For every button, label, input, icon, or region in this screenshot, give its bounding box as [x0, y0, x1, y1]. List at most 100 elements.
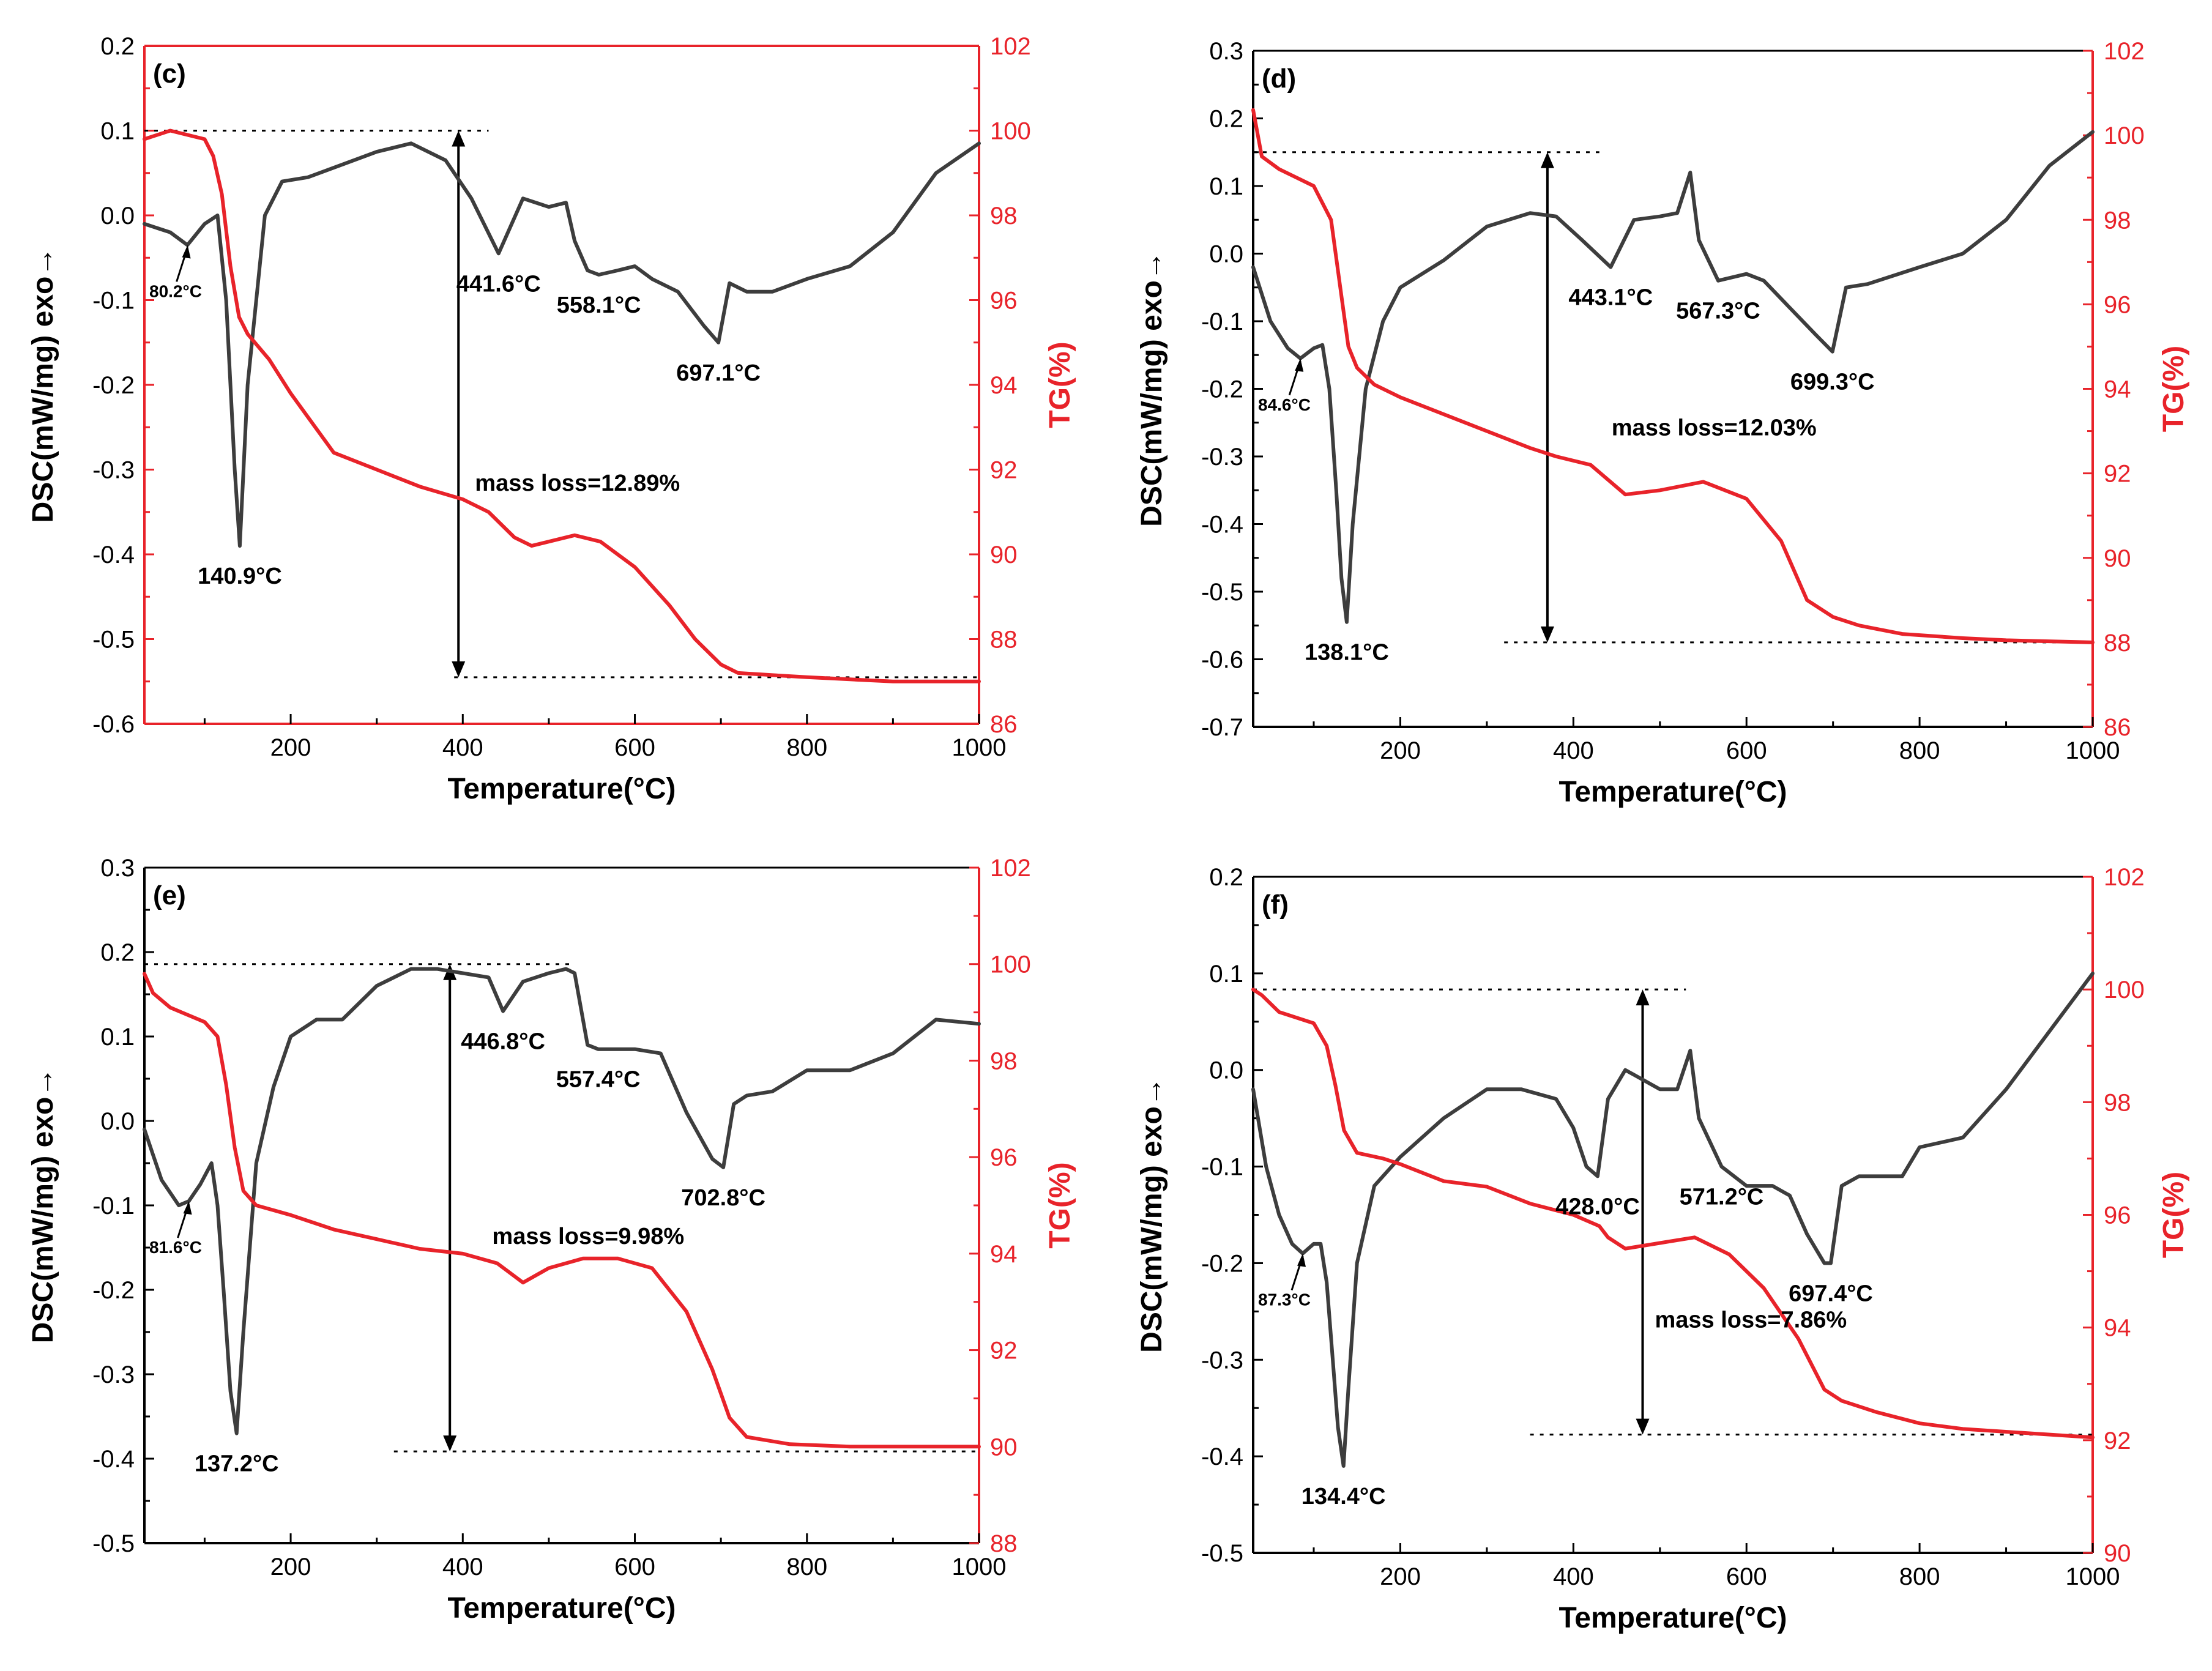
mass-loss-label: mass loss=12.89%	[475, 471, 680, 496]
y-left-tick-label: -0.3	[1201, 444, 1243, 471]
peak-label: 137.2°C	[195, 1451, 279, 1477]
y-right-tick-label: 90	[990, 541, 1018, 568]
peak-label: 699.3°C	[1790, 370, 1875, 395]
y-right-tick-label: 94	[990, 372, 1018, 399]
y-left-tick-label: 0.1	[100, 1024, 135, 1051]
y-left-tick-label: 0.3	[100, 855, 135, 882]
peak-label: 428.0°C	[1555, 1194, 1640, 1219]
y-left-tick-label: -0.2	[1201, 1250, 1243, 1277]
y-left-tick-label: -0.6	[1201, 647, 1243, 674]
y-left-tick-label: 0.0	[100, 203, 135, 229]
panel-label: (e)	[153, 880, 186, 910]
y-right-axis-title: TG(%)	[1044, 341, 1076, 428]
y-left-tick-label: 0.0	[1209, 241, 1243, 268]
y-left-tick-label: -0.4	[92, 541, 135, 568]
y-right-axis-title: TG(%)	[1044, 1162, 1076, 1248]
y-right-tick-label: 102	[990, 33, 1031, 60]
y-right-tick-label: 92	[2104, 1427, 2131, 1454]
y-right-tick-label: 88	[990, 1530, 1018, 1557]
y-left-tick-label: -0.3	[92, 1361, 135, 1388]
series-line-tg	[1251, 108, 2095, 644]
x-tick-label: 200	[270, 1554, 311, 1580]
peak-label: 557.4°C	[556, 1067, 641, 1093]
y-left-tick-label: -0.5	[92, 1530, 135, 1557]
series-line-dsc	[1251, 130, 2095, 624]
mass-loss-arrow-head-down	[1540, 626, 1554, 642]
y-right-tick-label: 102	[990, 855, 1031, 882]
y-right-tick-label: 98	[990, 1048, 1018, 1074]
y-right-tick-label: 98	[2104, 1089, 2131, 1116]
mass-loss-arrow-head-up	[1540, 152, 1554, 168]
peak-label: 441.6°C	[456, 271, 541, 297]
peak-label: 140.9°C	[198, 564, 282, 589]
y-left-tick-label: 0.2	[1209, 106, 1243, 133]
x-axis-title: Temperature(°C)	[1558, 776, 1787, 808]
x-tick-label: 400	[442, 1554, 483, 1580]
peak-label-small: 87.3°C	[1258, 1290, 1311, 1309]
y-right-tick-label: 94	[2104, 376, 2131, 403]
y-left-axis-title: DSC(mW/mg) exo→	[1136, 251, 1168, 527]
x-axis-title: Temperature(°C)	[447, 1592, 676, 1624]
peak-label-small: 81.6°C	[149, 1238, 202, 1257]
x-tick-label: 400	[442, 734, 483, 761]
y-right-tick-label: 92	[990, 1338, 1018, 1364]
mass-loss-label: mass loss=7.86%	[1655, 1308, 1847, 1333]
y-left-tick-label: 0.2	[100, 939, 135, 966]
y-right-tick-label: 88	[990, 627, 1018, 653]
x-tick-label: 200	[1380, 1563, 1421, 1590]
x-tick-label: 1000	[2066, 737, 2120, 764]
peak-label: 446.8°C	[461, 1029, 545, 1055]
y-right-tick-label: 102	[2104, 38, 2145, 65]
peak-label-small: 80.2°C	[149, 281, 202, 300]
peak-label: 697.4°C	[1789, 1281, 1873, 1306]
y-left-tick-label: -0.3	[1201, 1347, 1243, 1374]
mass-loss-arrow-head-up	[452, 130, 466, 147]
y-left-tick-label: -0.5	[92, 627, 135, 653]
y-right-tick-label: 86	[2104, 714, 2131, 741]
annotation-arrow-head	[182, 245, 191, 259]
mass-loss-arrow-head-down	[452, 661, 466, 677]
chart-panel-4: 200 400 600 800 1000 -0.5 -0.4 -0.3 -0.2 -0.1 0.0 0…	[1136, 864, 2190, 1634]
series-line-dsc	[143, 141, 981, 548]
x-tick-label: 200	[270, 734, 311, 761]
y-left-tick-label: -0.2	[92, 1277, 135, 1304]
y-right-axis-title: TG(%)	[2158, 346, 2190, 432]
y-left-tick-label: 0.1	[1209, 173, 1243, 200]
y-right-tick-label: 100	[2104, 122, 2145, 149]
peak-label: 567.3°C	[1676, 299, 1760, 324]
series-line-tg	[143, 128, 981, 683]
y-right-tick-label: 96	[990, 1144, 1018, 1171]
y-left-tick-label: -0.6	[92, 711, 135, 738]
y-left-tick-label: -0.5	[1201, 1540, 1243, 1567]
x-tick-label: 800	[786, 1554, 827, 1580]
y-right-tick-label: 96	[2104, 291, 2131, 318]
chart-panel-1: 200 400 600 800 1000 -0.6 -0.5 -0.4 -0.3 -0.2 -0.1…	[27, 33, 1076, 805]
y-left-tick-label: 0.1	[1209, 961, 1243, 988]
x-tick-label: 600	[1726, 1563, 1767, 1590]
peak-label: 134.4°C	[1302, 1484, 1386, 1509]
y-right-tick-label: 90	[2104, 545, 2131, 572]
chart-panel-2: 200 400 600 800 1000 -0.7 -0.6 -0.5 -0.4 -0.3 -0.2…	[1136, 38, 2190, 808]
series-line-tg	[143, 972, 981, 1449]
y-right-tick-label: 96	[2104, 1202, 2131, 1229]
series-line-dsc	[1251, 971, 2095, 1468]
peak-label: 697.1°C	[676, 360, 761, 386]
x-tick-label: 600	[614, 1554, 655, 1580]
annotation-arrow-head	[1295, 358, 1304, 372]
y-left-tick-label: 0.3	[1209, 38, 1243, 65]
y-left-axis-title: DSC(mW/mg) exo→	[1136, 1077, 1168, 1353]
x-tick-label: 600	[614, 734, 655, 761]
chart-panel-3: 200 400 600 800 1000 -0.5 -0.4 -0.3 -0.2 -0.1 0.0 0…	[27, 855, 1076, 1624]
mass-loss-label: mass loss=9.98%	[492, 1224, 684, 1249]
panel-label: (f)	[1262, 890, 1289, 920]
y-left-tick-label: 0.2	[1209, 864, 1243, 891]
y-left-tick-label: -0.7	[1201, 714, 1243, 741]
y-left-axis-title: DSC(mW/mg) exo→	[27, 247, 59, 523]
panel-label: (d)	[1262, 64, 1296, 94]
y-left-tick-label: -0.3	[92, 457, 135, 484]
mass-loss-arrow-head-up	[1636, 989, 1650, 1006]
x-axis-title: Temperature(°C)	[1558, 1602, 1787, 1634]
x-tick-label: 400	[1553, 737, 1594, 764]
mass-loss-arrow-head-down	[443, 1435, 457, 1452]
